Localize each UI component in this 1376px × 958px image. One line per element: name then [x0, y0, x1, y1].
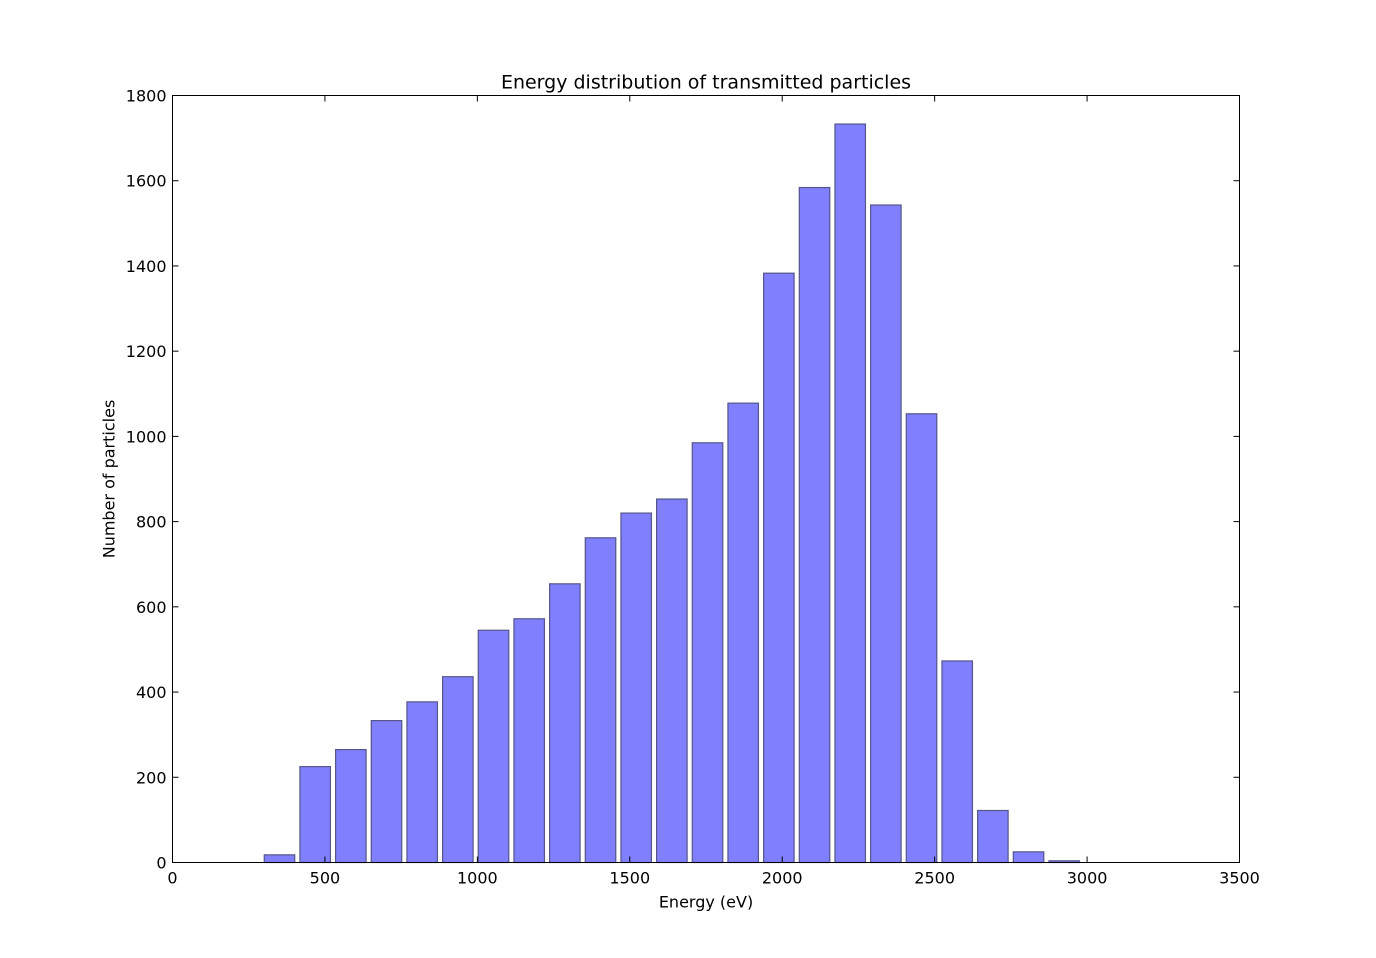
x-tick-label-2: 1000 — [457, 869, 498, 888]
y-tick-label-0: 0 — [156, 854, 166, 873]
bar-3 — [370, 720, 403, 864]
y-tick-label-9: 1800 — [126, 87, 167, 106]
bar-1 — [299, 766, 332, 864]
x-axis-ticks: 0 500 1000 1500 2000 2500 3000 3500 — [167, 95, 1260, 888]
bar-21 — [1012, 851, 1045, 864]
bar-17 — [870, 204, 902, 864]
bar-6 — [477, 629, 510, 864]
bar-16 — [834, 123, 867, 864]
bar-9 — [584, 537, 617, 864]
x-tick-label-4: 2000 — [762, 869, 803, 888]
y-tick-label-5: 1000 — [126, 427, 167, 446]
y-tick-label-7: 1400 — [126, 257, 167, 276]
y-axis-ticks: 0 200 400 600 800 1000 1200 1400 1600 1800 — [126, 87, 1240, 873]
bar-18 — [905, 413, 938, 864]
bar-5 — [442, 676, 474, 864]
x-tick-label-1: 500 — [310, 869, 341, 888]
bar-7 — [513, 618, 546, 864]
bar-2 — [334, 748, 367, 864]
x-tick-label-7: 3500 — [1219, 869, 1260, 888]
bar-20 — [977, 809, 1009, 864]
bar-0 — [263, 854, 296, 864]
chart-title: Energy distribution of transmitted parti… — [501, 72, 911, 94]
y-tick-label-8: 1600 — [126, 172, 167, 191]
plot-frame — [172, 95, 1240, 863]
bar-10 — [620, 512, 653, 864]
bar-19 — [941, 660, 974, 864]
y-tick-label-6: 1200 — [126, 342, 167, 361]
x-tick-label-6: 3000 — [1067, 869, 1108, 888]
x-tick-label-3: 1500 — [609, 869, 650, 888]
bar-13 — [727, 402, 760, 864]
y-tick-label-4: 800 — [136, 513, 167, 532]
bar-12 — [691, 442, 724, 864]
bar-4 — [406, 701, 439, 864]
bar-8 — [549, 583, 581, 864]
y-tick-label-2: 400 — [136, 683, 167, 702]
y-axis-label: Number of particles — [100, 400, 119, 559]
x-tick-label-0: 0 — [167, 869, 177, 888]
x-axis-label: Energy (eV) — [659, 893, 753, 912]
bars-group — [263, 123, 1081, 864]
y-tick-label-3: 600 — [136, 598, 167, 617]
x-tick-label-5: 2500 — [914, 869, 955, 888]
bar-11 — [656, 498, 688, 864]
bar-14 — [763, 272, 795, 864]
bar-15 — [798, 186, 831, 864]
y-tick-label-1: 200 — [136, 768, 167, 787]
